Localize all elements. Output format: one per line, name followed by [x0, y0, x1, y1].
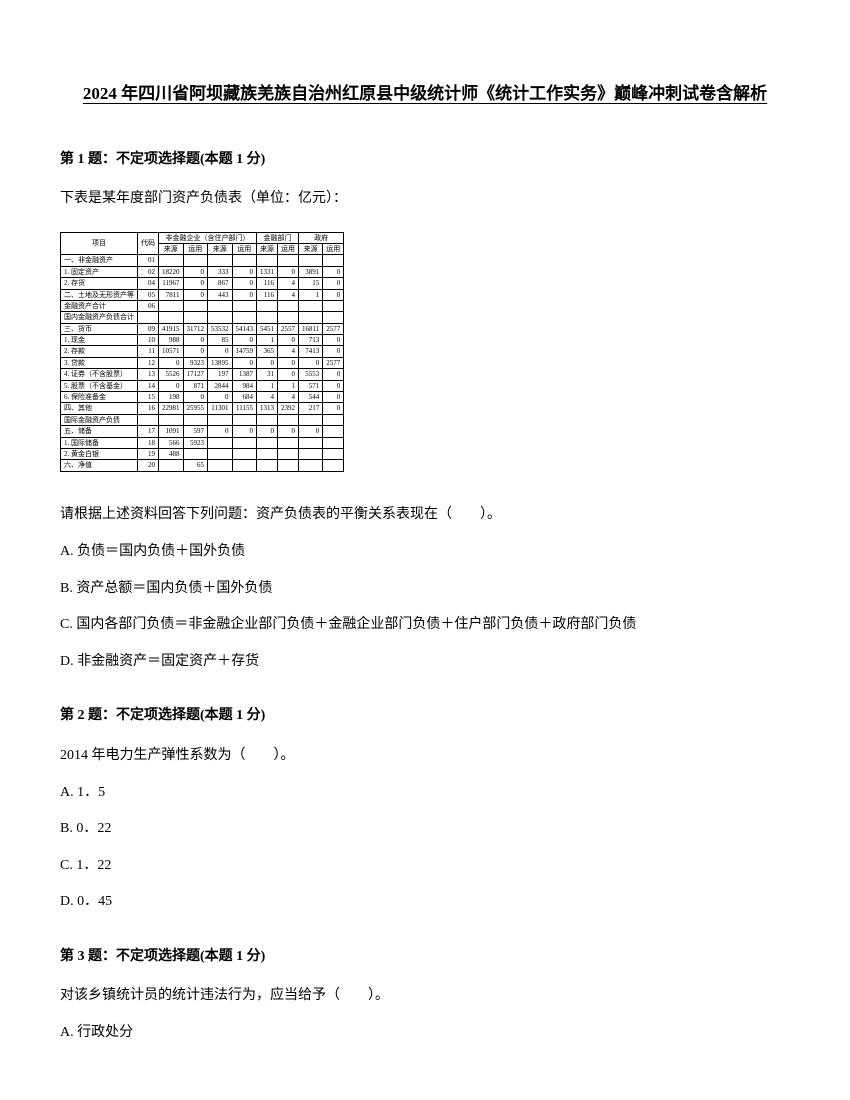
- q1-text: 下表是某年度部门资产负债表（单位：亿元）：: [60, 186, 790, 211]
- q3-option-a: A. 行政处分: [60, 1020, 790, 1047]
- q1-option-b: B. 资产总额＝国内负债＋国外负债: [60, 576, 790, 603]
- q3-text: 对该乡镇统计员的统计违法行为，应当给予（ ）。: [60, 983, 790, 1008]
- q1-option-d: D. 非金融资产＝固定资产＋存货: [60, 649, 790, 676]
- q2-option-c: C. 1．22: [60, 853, 790, 880]
- q2-option-d: D. 0．45: [60, 889, 790, 916]
- page-title: 2024 年四川省阿坝藏族羌族自治州红原县中级统计师《统计工作实务》巅峰冲刺试卷…: [60, 80, 790, 107]
- q1-prompt: 请根据上述资料回答下列问题：资产负债表的平衡关系表现在（ ）。: [60, 502, 790, 527]
- q2-option-a: A. 1．5: [60, 780, 790, 807]
- q3-header: 第 3 题：不定项选择题(本题 1 分): [60, 944, 790, 969]
- q1-option-c: C. 国内各部门负债＝非金融企业部门负债＋金融企业部门负债＋住户部门负债＋政府部…: [60, 612, 790, 639]
- balance-sheet-table: 项目代码非金融企业（含住户部门）金融部门政府来源运用来源运用来源运用来源运用一、…: [60, 232, 790, 472]
- q2-header: 第 2 题：不定项选择题(本题 1 分): [60, 703, 790, 728]
- q2-text: 2014 年电力生产弹性系数为（ ）。: [60, 743, 790, 768]
- q1-option-a: A. 负债＝国内负债＋国外负债: [60, 539, 790, 566]
- q1-header: 第 1 题：不定项选择题(本题 1 分): [60, 147, 790, 172]
- q2-option-b: B. 0．22: [60, 816, 790, 843]
